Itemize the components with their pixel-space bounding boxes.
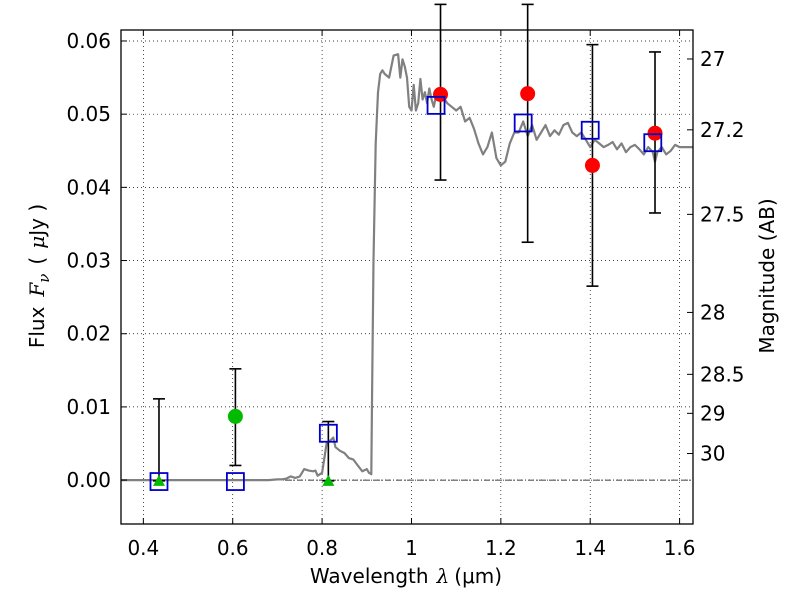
right-axis-label: Magnitude (AB) [755, 198, 779, 353]
right-tick-label: 27 [700, 47, 725, 71]
right-tick-label: 29 [700, 401, 725, 425]
y-tick-label: 0.02 [66, 322, 111, 346]
plot-frame [120, 29, 694, 525]
model-spectrum-line [121, 53, 693, 482]
y-tick-label: 0.00 [66, 468, 111, 492]
model-band-square [513, 113, 533, 133]
x-tick-label: 1.6 [664, 536, 696, 560]
grid-lines [121, 30, 693, 524]
model-band-square [426, 95, 446, 115]
y-tick-label: 0.06 [66, 29, 111, 53]
model-band-square [149, 472, 169, 491]
detection-point [647, 125, 663, 141]
x-axis-label: Wavelength λ (μm) [310, 564, 502, 588]
right-tick-label: 27.5 [700, 202, 745, 226]
x-tick-label: 1.2 [485, 536, 517, 560]
y-tick-label: 0.01 [66, 395, 111, 419]
model-band-square [580, 120, 600, 140]
y-tick-label: 0.03 [66, 249, 111, 273]
x-tick-label: 1 [405, 536, 418, 560]
optical-detection-point [227, 408, 243, 424]
y-tick-label: 0.05 [66, 102, 111, 126]
detection-point [433, 86, 449, 102]
y-tick-label: 0.04 [66, 175, 111, 199]
model-band-square [225, 472, 245, 491]
detection-point [520, 86, 536, 102]
model-spectrum-series [121, 53, 693, 482]
x-tick-label: 0.4 [127, 536, 159, 560]
non-detection-triangle [322, 474, 335, 486]
right-tick-label: 30 [700, 442, 725, 466]
non-detection-triangle [152, 474, 165, 486]
data-markers [149, 86, 663, 491]
x-tick-label: 0.6 [217, 536, 249, 560]
x-tick-label: 0.8 [306, 536, 338, 560]
axis-ticks: 0.4 0.6 0.8 1 1.2 1.4 1.6 0.00 0.01 0.02 0.03 0.04 0… [66, 29, 744, 560]
x-tick-label: 1.4 [574, 536, 606, 560]
right-tick-label: 27.2 [700, 118, 745, 142]
right-tick-label: 28 [700, 300, 725, 324]
y-axis-label: FluxFν(μJy ) [25, 204, 53, 348]
right-tick-label: 28.5 [700, 362, 745, 386]
model-band-square [643, 133, 663, 153]
model-band-square [318, 423, 338, 443]
detection-point [584, 157, 600, 173]
